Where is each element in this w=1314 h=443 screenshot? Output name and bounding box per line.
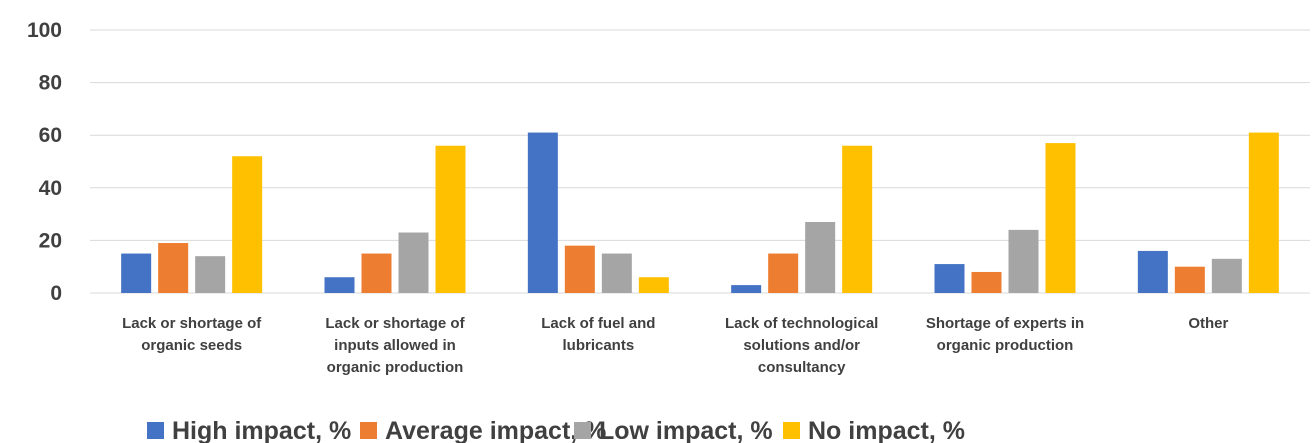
legend-label: No impact, % bbox=[808, 417, 965, 443]
y-tick-label: 20 bbox=[39, 229, 62, 252]
x-category-label: Shortage of experts in organic production bbox=[926, 315, 1084, 354]
y-tick-label: 60 bbox=[39, 124, 62, 147]
x-category-label: Lack or shortage of organic seeds bbox=[122, 315, 262, 354]
bar bbox=[361, 253, 392, 293]
y-tick-label: 40 bbox=[39, 177, 62, 200]
x-category-line: Shortage of experts in bbox=[926, 315, 1084, 332]
x-category-line: Lack of fuel and bbox=[541, 315, 655, 332]
legend-label: Low impact, % bbox=[599, 417, 773, 443]
legend-label: High impact, % bbox=[172, 417, 351, 443]
x-category-label: Other bbox=[1188, 315, 1228, 332]
x-category-line: Other bbox=[1188, 315, 1228, 332]
x-category-label: Lack or shortage of inputs allowed in orga… bbox=[325, 315, 465, 376]
bar bbox=[1008, 229, 1039, 293]
x-category-line: Lack of technological bbox=[725, 315, 878, 332]
bar bbox=[435, 145, 466, 293]
bar bbox=[842, 145, 873, 293]
legend: High impact, % Average impact, %Low impac… bbox=[147, 417, 965, 443]
x-category-line: inputs allowed in bbox=[334, 337, 456, 354]
bar bbox=[232, 156, 263, 293]
legend-label: Average impact, % bbox=[385, 417, 606, 443]
x-category-line: organic seeds bbox=[141, 337, 242, 354]
y-tick-label: 100 bbox=[27, 19, 62, 42]
bar bbox=[1045, 143, 1076, 293]
bar bbox=[398, 232, 429, 293]
bar bbox=[195, 256, 226, 293]
y-axis-ticks: 0 20 40 60 80 100 bbox=[27, 19, 62, 305]
bar bbox=[971, 271, 1002, 293]
bar bbox=[1211, 258, 1242, 293]
x-category-line: solutions and/or bbox=[743, 337, 860, 354]
x-category-line: consultancy bbox=[758, 359, 846, 376]
bar bbox=[527, 132, 558, 293]
x-category-label: Lack of technological solutions and/or con… bbox=[725, 315, 878, 376]
bar bbox=[158, 243, 189, 293]
y-tick-label: 80 bbox=[39, 72, 62, 95]
x-category-label: Lack of fuel and lubricants bbox=[541, 315, 655, 354]
legend-swatch bbox=[147, 422, 164, 439]
bar bbox=[564, 245, 595, 293]
x-category-line: organic production bbox=[327, 359, 464, 376]
y-tick-label: 0 bbox=[50, 282, 62, 305]
bar bbox=[731, 285, 762, 293]
bar bbox=[121, 253, 152, 293]
legend-swatch bbox=[783, 422, 800, 439]
bar bbox=[601, 253, 632, 293]
bar bbox=[805, 221, 836, 293]
bar bbox=[638, 277, 669, 293]
gridlines bbox=[90, 29, 1310, 294]
bar bbox=[1248, 132, 1279, 293]
bar bbox=[1137, 250, 1168, 293]
x-category-line: lubricants bbox=[562, 337, 634, 354]
x-category-line: Lack or shortage of bbox=[325, 315, 465, 332]
bars bbox=[121, 132, 1279, 293]
bar bbox=[768, 253, 799, 293]
legend-swatch bbox=[574, 422, 591, 439]
bar bbox=[1174, 266, 1205, 293]
bar bbox=[324, 277, 355, 293]
legend-swatch bbox=[360, 422, 377, 439]
bar bbox=[934, 264, 965, 293]
x-category-line: organic production bbox=[937, 337, 1074, 354]
x-category-line: Lack or shortage of bbox=[122, 315, 262, 332]
